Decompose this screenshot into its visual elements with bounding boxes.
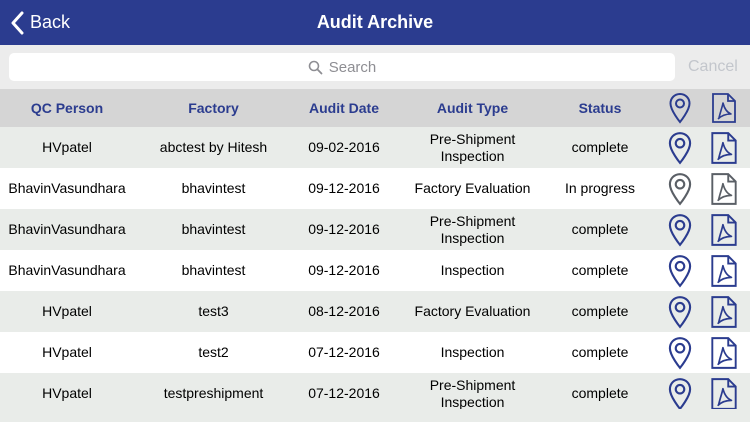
cell-audit-type: Inspection xyxy=(440,344,505,360)
cell-status: complete xyxy=(571,262,629,278)
cell-audit-type: Factory Evaluation xyxy=(414,180,531,196)
search-icon xyxy=(308,60,323,74)
cell-factory: bhavintest xyxy=(181,262,246,278)
location-pin-icon[interactable] xyxy=(662,291,698,332)
cell-factory: testpreshipment xyxy=(163,385,264,401)
location-pin-icon[interactable] xyxy=(662,168,698,209)
location-pin-icon[interactable] xyxy=(662,332,698,373)
chevron-left-icon xyxy=(11,11,24,34)
cell-status: In progress xyxy=(564,180,636,196)
pdf-icon[interactable] xyxy=(704,168,744,209)
cell-factory: abctest by Hitesh xyxy=(159,139,268,155)
location-pin-icon[interactable] xyxy=(662,209,698,250)
cell-audit-date: 08-12-2016 xyxy=(308,303,380,319)
cell-status: complete xyxy=(571,344,629,360)
cell-audit-date: 09-12-2016 xyxy=(308,262,380,278)
cell-audit-date: 07-12-2016 xyxy=(308,385,380,401)
cell-qc-person: BhavinVasundhara xyxy=(8,221,126,237)
cell-factory: test3 xyxy=(198,303,229,319)
header-status[interactable]: Status xyxy=(578,100,622,116)
cancel-button[interactable]: Cancel xyxy=(688,58,738,75)
cell-audit-date: 09-12-2016 xyxy=(308,221,380,237)
table-row[interactable]: BhavinVasundhara bhavintest 09-12-2016 F… xyxy=(0,168,750,209)
table-row[interactable]: HVpatel testpreshipment 07-12-2016 Pre-S… xyxy=(0,373,750,414)
cell-qc-person: HVpatel xyxy=(42,385,92,401)
cell-status: complete xyxy=(571,385,629,401)
cell-qc-person: HVpatel xyxy=(42,303,92,319)
table-row[interactable]: BhavinVasundhara bhavintest 09-12-2016 I… xyxy=(0,250,750,291)
pdf-icon[interactable] xyxy=(704,250,744,291)
cell-status: complete xyxy=(571,303,629,319)
cell-audit-type: Pre-Shipment Inspection xyxy=(429,130,516,164)
cell-factory: test2 xyxy=(198,344,229,360)
cell-status: complete xyxy=(571,221,629,237)
pdf-icon[interactable] xyxy=(704,291,744,332)
back-button[interactable]: Back xyxy=(10,0,70,45)
cell-status: complete xyxy=(571,139,629,155)
header-audit-type[interactable]: Audit Type xyxy=(436,100,509,116)
table-row-partial xyxy=(0,409,750,422)
header-qc-person[interactable]: QC Person xyxy=(30,100,104,116)
cell-audit-type: Pre-Shipment Inspection xyxy=(429,376,516,410)
pdf-icon[interactable] xyxy=(704,332,744,373)
cell-qc-person: BhavinVasundhara xyxy=(8,180,126,196)
pdf-icon[interactable] xyxy=(704,373,744,414)
table-header: QC Person Factory Audit Date Audit Type … xyxy=(0,89,750,127)
cell-audit-type: Inspection xyxy=(440,262,505,278)
pdf-icon xyxy=(704,89,744,127)
cell-factory: bhavintest xyxy=(181,221,246,237)
search-input[interactable]: Search xyxy=(9,53,675,81)
header-factory[interactable]: Factory xyxy=(188,100,239,116)
back-label: Back xyxy=(30,12,71,32)
cell-factory: bhavintest xyxy=(181,180,246,196)
table-row[interactable]: HVpatel abctest by Hitesh 09-02-2016 Pre… xyxy=(0,127,750,168)
search-placeholder: Search xyxy=(328,58,377,76)
page-title: Audit Archive xyxy=(316,12,434,32)
table-row[interactable]: HVpatel test2 07-12-2016 Inspection comp… xyxy=(0,332,750,373)
location-pin-icon xyxy=(662,89,698,127)
cell-audit-type: Pre-Shipment Inspection xyxy=(429,212,516,246)
table-row[interactable]: HVpatel test3 08-12-2016 Factory Evaluat… xyxy=(0,291,750,332)
cell-audit-type: Factory Evaluation xyxy=(414,303,531,319)
header-audit-date[interactable]: Audit Date xyxy=(309,100,379,116)
nav-bar: Back Audit Archive xyxy=(0,0,750,45)
search-bar: Search xyxy=(0,45,750,89)
location-pin-icon[interactable] xyxy=(662,127,698,168)
table-row[interactable]: BhavinVasundhara bhavintest 09-12-2016 P… xyxy=(0,209,750,250)
pdf-icon[interactable] xyxy=(704,209,744,250)
cell-audit-date: 09-12-2016 xyxy=(308,180,380,196)
cell-audit-date: 07-12-2016 xyxy=(308,344,380,360)
cell-qc-person: HVpatel xyxy=(42,139,92,155)
location-pin-icon[interactable] xyxy=(662,250,698,291)
location-pin-icon[interactable] xyxy=(662,373,698,414)
cell-qc-person: BhavinVasundhara xyxy=(8,262,126,278)
cell-qc-person: HVpatel xyxy=(42,344,92,360)
cell-audit-date: 09-02-2016 xyxy=(308,139,380,155)
pdf-icon[interactable] xyxy=(704,127,744,168)
